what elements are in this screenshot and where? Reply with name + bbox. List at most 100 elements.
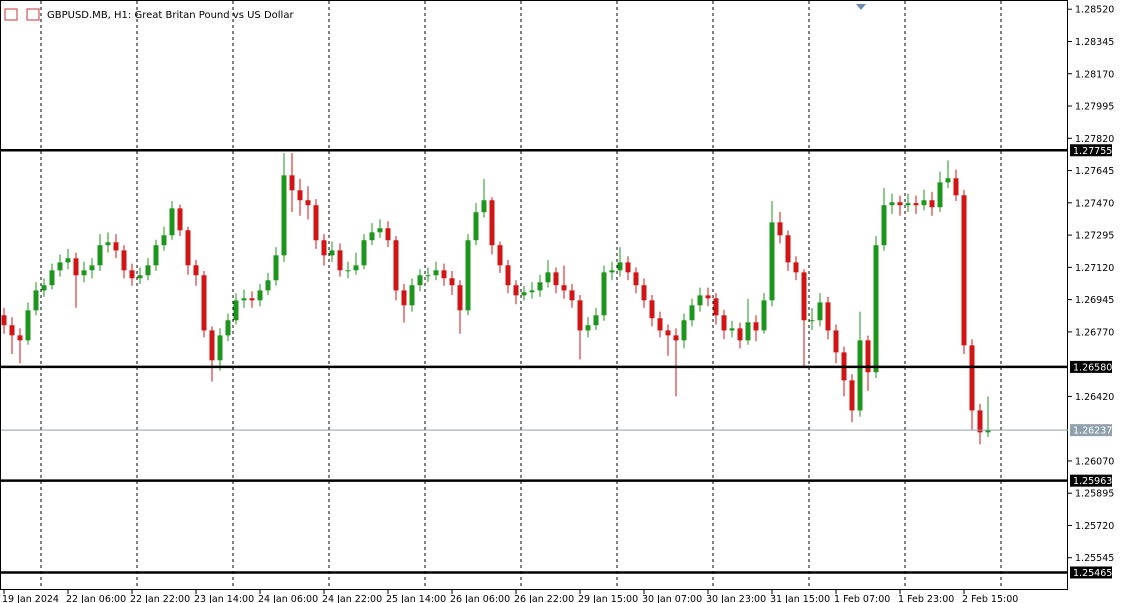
y-tick-label: 1.28170 (1075, 69, 1114, 80)
candle-body (665, 330, 671, 336)
candle-body (633, 272, 639, 286)
level-label: 1.27755 (1073, 146, 1112, 157)
candle-body (585, 325, 591, 331)
candle-body (505, 265, 511, 286)
candle-body (977, 410, 983, 433)
y-tick-label: 1.28520 (1075, 5, 1114, 16)
candle-body (377, 228, 383, 233)
candle-body (25, 310, 31, 341)
candle-body (745, 322, 751, 341)
y-tick-label: 1.26070 (1075, 456, 1114, 467)
candle-body (89, 265, 95, 271)
x-tick-label: 26 Jan 22:00 (514, 594, 574, 603)
candle-body (609, 270, 615, 273)
candle-body (729, 328, 735, 331)
x-tick-label: 22 Jan 06:00 (66, 594, 126, 603)
candle-body (537, 282, 543, 291)
x-tick-label: 26 Jan 06:00 (450, 594, 510, 603)
candle-body (569, 290, 575, 301)
candle-body (313, 205, 319, 241)
candle-body (185, 230, 191, 266)
candle-body (905, 203, 911, 206)
level-label: 1.26580 (1073, 362, 1112, 373)
candle-body (529, 290, 535, 293)
candle-body (769, 222, 775, 301)
candle-body (233, 300, 239, 321)
candle-body (321, 240, 327, 256)
x-tick-label: 29 Jan 15:00 (578, 594, 638, 603)
candle-body (329, 250, 335, 256)
candle-body (777, 222, 783, 236)
candle-body (825, 302, 831, 331)
candle-body (897, 202, 903, 206)
candle-body (305, 200, 311, 206)
chart-title: GBPUSD.MB, H1: Great Britan Pound vs US … (47, 10, 294, 21)
candle-body (105, 242, 111, 246)
level-tag (1070, 474, 1112, 487)
candle-body (449, 278, 455, 286)
x-tick-label: 1 Feb 07:00 (834, 594, 890, 603)
x-tick-label: 30 Jan 07:00 (642, 594, 702, 603)
y-tick-label: 1.27995 (1075, 102, 1114, 113)
candle-body (17, 335, 23, 341)
candle-body (489, 200, 495, 246)
candle-body (393, 240, 399, 291)
candle-body (705, 295, 711, 299)
candle-body (441, 270, 447, 279)
candle-body (1, 315, 7, 326)
candle-body (873, 245, 879, 373)
candle-body (361, 240, 367, 266)
candle-body (937, 182, 943, 208)
candle-body (849, 380, 855, 411)
candle-body (641, 285, 647, 301)
candle-body (801, 272, 807, 321)
candle-body (761, 300, 767, 331)
x-tick-label: 23 Jan 14:00 (194, 594, 254, 603)
y-tick-label: 1.27470 (1075, 198, 1114, 209)
candle-body (353, 265, 359, 271)
candle-body (281, 175, 287, 256)
candle-body (97, 245, 103, 266)
x-tick-label: 2 Feb 15:00 (962, 594, 1018, 603)
candle-body (177, 208, 183, 231)
level-label: 1.25963 (1073, 476, 1112, 487)
candle-body (9, 325, 15, 336)
candle-body (985, 430, 991, 433)
candle-body (857, 340, 863, 411)
candle-body (649, 300, 655, 319)
plot-frame (0, 0, 1068, 590)
candle-body (217, 335, 223, 361)
candle-body (385, 228, 391, 241)
candle-body (921, 200, 927, 206)
marker (856, 4, 866, 10)
candle-body (689, 305, 695, 321)
x-tick-label: 31 Jan 15:00 (770, 594, 830, 603)
candle-body (945, 178, 951, 183)
candle-body (265, 280, 271, 291)
y-tick-label: 1.26420 (1075, 392, 1114, 403)
x-tick-label: 24 Jan 06:00 (258, 594, 318, 603)
candle-body (65, 258, 71, 263)
x-tick-label: 1 Feb 23:00 (898, 594, 954, 603)
candle-body (201, 275, 207, 331)
candle-body (713, 298, 719, 316)
x-tick-label: 25 Jan 14:00 (386, 594, 446, 603)
candle-body (929, 200, 935, 208)
candle-body (673, 335, 679, 341)
candle-body (593, 315, 599, 326)
x-tick-label: 30 Jan 23:00 (706, 594, 766, 603)
candle-body (721, 315, 727, 331)
candle-body (681, 320, 687, 341)
level-tag (1070, 566, 1112, 579)
y-tick-label: 1.27120 (1075, 263, 1114, 274)
y-tick-label: 1.26945 (1075, 295, 1114, 306)
candle-body (57, 262, 63, 271)
candle-body (113, 242, 119, 251)
candle-body (481, 200, 487, 213)
candle-body (209, 330, 215, 361)
candle-body (273, 255, 279, 281)
y-tick-label: 1.27295 (1075, 231, 1114, 242)
candle-body (817, 302, 823, 321)
candle-body (161, 235, 167, 246)
